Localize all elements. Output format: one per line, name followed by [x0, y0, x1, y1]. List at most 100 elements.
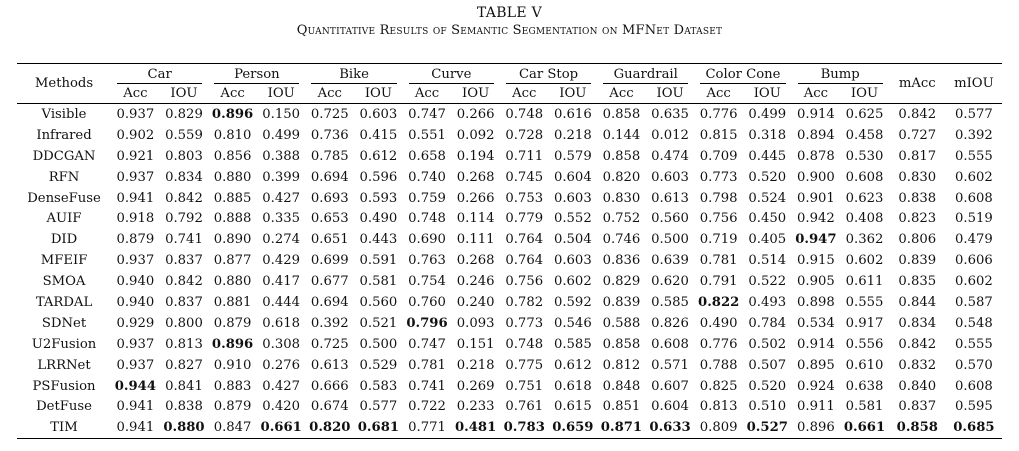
- metric-cell: 0.751: [505, 378, 544, 394]
- iou-header: IOU: [840, 84, 889, 104]
- metric-cell: 0.921: [116, 148, 155, 164]
- metric-cell: 0.690: [408, 232, 446, 248]
- metric-cell: 0.240: [456, 294, 495, 310]
- method-name: SDNet: [41, 315, 87, 331]
- table-row: AUIF 0.918 0.792 0.888 0.335 0.653 0.490 0.748 0…: [17, 208, 1002, 229]
- acc-header: Acc: [402, 84, 452, 104]
- table-row: LRRNet 0.937 0.827 0.910 0.276 0.613 0.529 0.78…: [17, 355, 1002, 376]
- metric-cell: 0.781: [408, 357, 446, 373]
- metric-cell: 0.924: [797, 378, 835, 394]
- table-row: TARDAL 0.940 0.837 0.881 0.444 0.694 0.560 0.76…: [17, 292, 1002, 313]
- method-name: DID: [50, 232, 78, 248]
- metric-cell: 0.773: [505, 315, 544, 331]
- table-row: MFEIF 0.937 0.837 0.877 0.429 0.699 0.591 0.763…: [17, 250, 1002, 271]
- metric-cell: 0.838: [165, 399, 203, 415]
- metric-cell: 0.585: [651, 294, 689, 310]
- header-row-groups: Methods Car Person Bike Curve Car Stop G…: [17, 63, 1002, 104]
- metric-cell: 0.837: [165, 294, 203, 310]
- metric-cell: 0.694: [310, 169, 349, 185]
- metric-cell: 0.760: [408, 294, 446, 310]
- table-title: Quantitative Results of Semantic Segment…: [296, 23, 723, 38]
- metric-cell: 0.858: [602, 336, 641, 352]
- metric-cell: 0.458: [845, 127, 884, 143]
- metric-cell: 0.583: [359, 378, 398, 394]
- metric-cell: 0.694: [310, 294, 349, 310]
- acc-header: Acc: [791, 84, 841, 104]
- metric-cell: 0.111: [456, 232, 495, 248]
- metric-cell: 0.840: [898, 378, 937, 394]
- metric-cell: 0.608: [845, 169, 884, 185]
- metric-cell: 0.881: [213, 294, 252, 310]
- metric-cell: 0.608: [955, 378, 993, 394]
- metric-cell: 0.827: [165, 357, 203, 373]
- metric-cell: 0.754: [408, 274, 446, 290]
- metric-cell: 0.620: [651, 274, 689, 290]
- metric-cell: 0.233: [456, 399, 495, 415]
- metric-cell: 0.880: [213, 169, 252, 185]
- metric-cell: 0.937: [116, 106, 155, 122]
- metric-cell: 0.520: [748, 378, 787, 394]
- metric-cell: 0.937: [116, 357, 155, 373]
- metric-cell: 0.555: [845, 294, 884, 310]
- metric-cell: 0.443: [359, 232, 398, 248]
- metric-cell: 0.693: [310, 190, 349, 206]
- metric-cell: 0.555: [955, 148, 993, 164]
- metric-cell: 0.898: [797, 294, 835, 310]
- metric-cell: 0.218: [553, 127, 592, 143]
- metric-cell: 0.490: [699, 315, 738, 331]
- metric-cell: 0.759: [408, 190, 446, 206]
- metric-cell: 0.504: [553, 232, 592, 248]
- group-header-bike: Bike: [305, 63, 403, 85]
- metric-cell: 0.917: [845, 315, 884, 331]
- metric-cell: 0.937: [116, 253, 155, 269]
- metric-cell: 0.929: [116, 315, 155, 331]
- metric-cell: 0.817: [898, 148, 937, 164]
- metric-cell: 0.445: [748, 148, 787, 164]
- metric-cell: 0.753: [505, 190, 544, 206]
- metric-cell: 0.392: [955, 127, 993, 143]
- metric-cell: 0.832: [898, 357, 937, 373]
- group-header-person: Person: [208, 63, 306, 85]
- metric-cell: 0.842: [165, 190, 203, 206]
- metric-cell: 0.651: [310, 232, 349, 248]
- iou-header: IOU: [451, 84, 500, 104]
- metric-cell: 0.879: [213, 399, 252, 415]
- table-row: Visible 0.937 0.829 0.896 0.150 0.725 0.603 0.7…: [17, 104, 1002, 125]
- metric-cell: 0.725: [310, 336, 349, 352]
- metric-cell: 0.218: [456, 357, 495, 373]
- metric-cell: 0.736: [310, 127, 349, 143]
- metric-cell: 0.839: [602, 294, 641, 310]
- metric-cell: 0.618: [262, 315, 301, 331]
- metric-cell: 0.747: [408, 336, 446, 352]
- metric-cell: 0.826: [651, 315, 689, 331]
- group-header-color-cone: Color Cone: [694, 63, 792, 85]
- metric-cell: 0.894: [797, 127, 835, 143]
- metric-cell: 0.593: [359, 190, 398, 206]
- metric-cell: 0.911: [797, 399, 835, 415]
- metric-cell: 0.813: [699, 399, 738, 415]
- metric-cell: 0.268: [456, 169, 495, 185]
- metric-cell: 0.813: [165, 336, 203, 352]
- metric-cell: 0.603: [359, 106, 398, 122]
- metric-cell: 0.748: [505, 336, 544, 352]
- metric-cell: 0.800: [165, 315, 203, 331]
- metric-cell: 0.829: [165, 106, 203, 122]
- metric-cell: 0.858: [602, 148, 641, 164]
- metric-cell: 0.764: [505, 232, 544, 248]
- metric-cell: 0.858: [888, 417, 946, 440]
- metric-cell: 0.674: [310, 399, 349, 415]
- table-row: DenseFuse 0.941 0.842 0.885 0.427 0.693 0.593 0…: [17, 188, 1002, 209]
- metric-cell: 0.604: [553, 169, 592, 185]
- metric-cell: 0.806: [898, 232, 937, 248]
- metric-cell: 0.856: [213, 148, 252, 164]
- metric-cell: 0.763: [408, 253, 446, 269]
- metric-cell: 0.779: [505, 211, 544, 227]
- metric-cell: 0.499: [748, 106, 787, 122]
- method-name: DenseFuse: [27, 190, 101, 206]
- metric-cell: 0.548: [955, 315, 993, 331]
- table-row: TIM 0.941 0.880 0.847 0.661 0.820 0.681 0.771 0.…: [17, 417, 1002, 440]
- metric-cell: 0.844: [898, 294, 937, 310]
- metric-cell: 0.895: [797, 357, 835, 373]
- metric-cell: 0.276: [262, 357, 301, 373]
- metric-cell: 0.592: [553, 294, 592, 310]
